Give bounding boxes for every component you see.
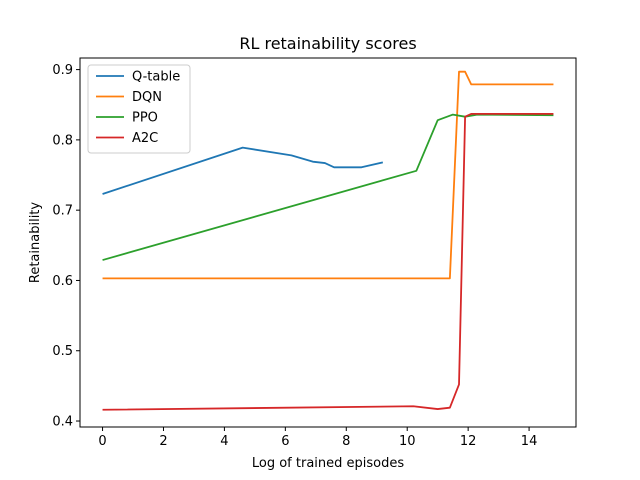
y-tick-label: 0.4 <box>52 415 73 430</box>
x-tick-label: 4 <box>220 434 228 449</box>
series-line-dqn <box>102 70 554 280</box>
legend-label-ppo: PPO <box>132 111 158 126</box>
legend-label-dqn: DQN <box>132 90 162 105</box>
series-line-a2c <box>102 112 554 411</box>
x-tick-label: 12 <box>460 434 477 449</box>
chart-title: RL retainability scores <box>239 34 416 53</box>
legend-box <box>87 64 191 154</box>
series-layer <box>102 70 554 411</box>
series-line-q-table <box>102 146 384 195</box>
y-tick-label: 0.7 <box>52 204 73 219</box>
legend: Q-table DQN PPO A2C <box>87 64 191 154</box>
x-tick-label: 14 <box>521 434 538 449</box>
legend-label-q-table: Q-table <box>132 70 180 85</box>
x-axis-label: Log of trained episodes <box>252 456 404 471</box>
legend-label-a2c: A2C <box>132 131 158 146</box>
x-tick-label: 8 <box>342 434 350 449</box>
y-tick-label: 0.8 <box>52 133 73 148</box>
y-axis-label: Retainability <box>28 202 43 284</box>
y-tick-label: 0.9 <box>52 63 73 78</box>
x-tick-label: 6 <box>281 434 289 449</box>
y-tick-label: 0.6 <box>52 274 73 289</box>
x-tick-label: 2 <box>159 434 167 449</box>
x-tick-label: 10 <box>399 434 416 449</box>
x-tick-label: 0 <box>98 434 106 449</box>
x-axis: 0 2 4 6 8 10 12 14 <box>98 427 537 449</box>
y-tick-label: 0.5 <box>52 344 73 359</box>
plot-frame <box>79 57 577 428</box>
y-axis: 0.4 0.5 0.6 0.7 0.8 0.9 <box>52 63 80 430</box>
